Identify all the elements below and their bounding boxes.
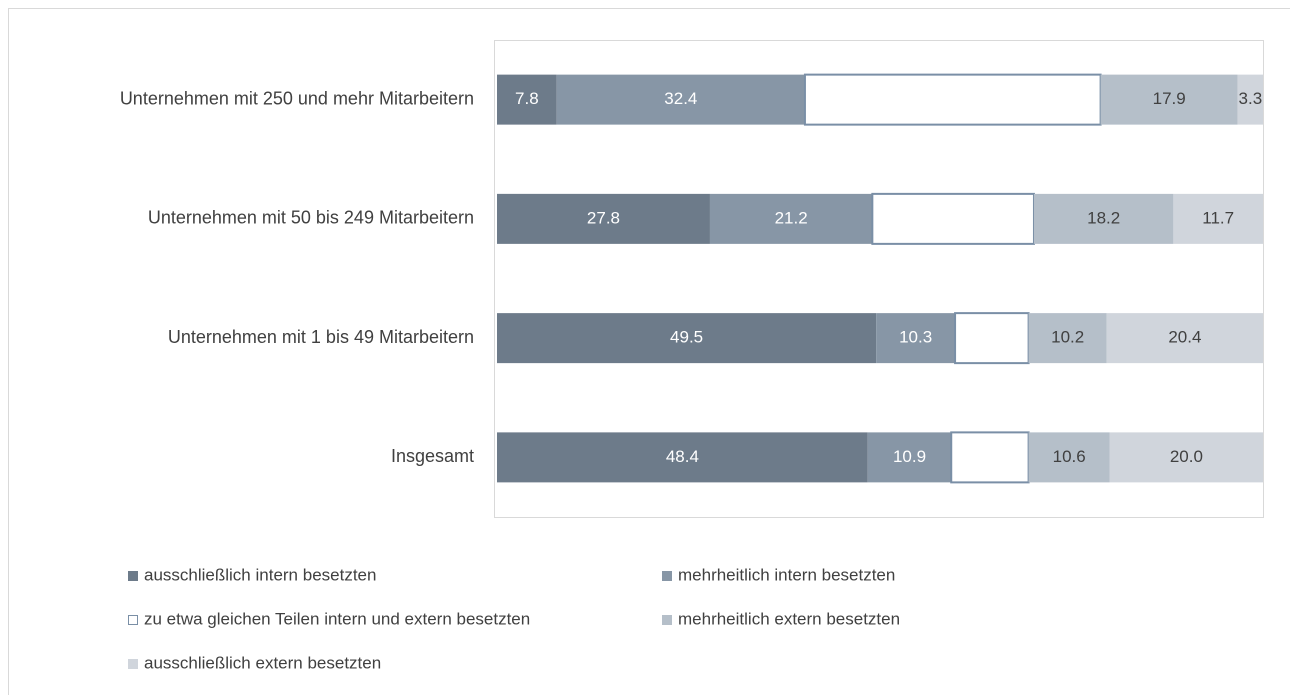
data-label: 27.8 bbox=[587, 208, 620, 227]
legend-label: mehrheitlich intern besetzten bbox=[678, 565, 895, 584]
legend-swatch bbox=[128, 571, 138, 581]
plot-frame bbox=[494, 40, 1264, 518]
bar-segment bbox=[1237, 74, 1263, 125]
bar-segment bbox=[871, 192, 1035, 245]
bar-segment bbox=[803, 73, 1102, 126]
data-label: 21.2 bbox=[775, 208, 808, 227]
bar-segment bbox=[876, 313, 956, 364]
data-label: 10.6 bbox=[1053, 447, 1086, 466]
data-label: 20.0 bbox=[1170, 447, 1203, 466]
data-label: 17.9 bbox=[1153, 89, 1186, 108]
bar-segment bbox=[1028, 432, 1110, 483]
bar-segment bbox=[950, 431, 1030, 484]
legend-swatch bbox=[662, 571, 672, 581]
bar-segment bbox=[1106, 313, 1263, 364]
y-tick-label: Unternehmen mit 1 bis 49 Mitarbeitern bbox=[168, 327, 474, 347]
bar-segment bbox=[556, 74, 805, 125]
y-tick-label: Unternehmen mit 50 bis 249 Mitarbeitern bbox=[148, 208, 474, 228]
data-label: 11.7 bbox=[1202, 208, 1234, 227]
bar-segment bbox=[1100, 74, 1238, 125]
data-label: 10.2 bbox=[1051, 328, 1084, 347]
legend-swatch bbox=[128, 615, 138, 625]
chart-border bbox=[8, 8, 1290, 695]
bar-segment bbox=[867, 432, 952, 483]
bar-segment bbox=[497, 74, 557, 125]
data-label: 10.9 bbox=[893, 447, 926, 466]
data-label: 10.3 bbox=[899, 328, 932, 347]
bar-segment bbox=[1033, 193, 1174, 244]
bar-segment bbox=[709, 193, 873, 244]
bar-segment bbox=[497, 432, 868, 483]
bar-segment bbox=[954, 312, 1030, 365]
data-label: 32.4 bbox=[664, 89, 697, 108]
legend-label: ausschließlich intern besetzten bbox=[144, 565, 376, 584]
data-label: 48.4 bbox=[666, 447, 699, 466]
data-label: 20.4 bbox=[1168, 328, 1201, 347]
y-tick-label: Unternehmen mit 250 und mehr Mitarbeiter… bbox=[120, 88, 474, 108]
bar-segment bbox=[497, 193, 710, 244]
legend-label: mehrheitlich extern besetzten bbox=[678, 609, 900, 628]
legend-label: zu etwa gleichen Teilen intern und exter… bbox=[144, 609, 530, 628]
bar-segment bbox=[1173, 193, 1263, 244]
bar-segment bbox=[497, 313, 877, 364]
legend-swatch bbox=[128, 659, 138, 669]
data-label: 49.5 bbox=[670, 328, 703, 347]
bar-segment bbox=[1109, 432, 1263, 483]
data-label: 3.3 bbox=[1239, 89, 1263, 108]
data-label: 7.8 bbox=[515, 89, 539, 108]
legend-swatch bbox=[662, 615, 672, 625]
legend-label: ausschließlich extern besetzten bbox=[144, 653, 381, 672]
data-label: 18.2 bbox=[1087, 208, 1120, 227]
y-tick-label: Insgesamt bbox=[391, 446, 474, 466]
bar-segment bbox=[1028, 313, 1107, 364]
